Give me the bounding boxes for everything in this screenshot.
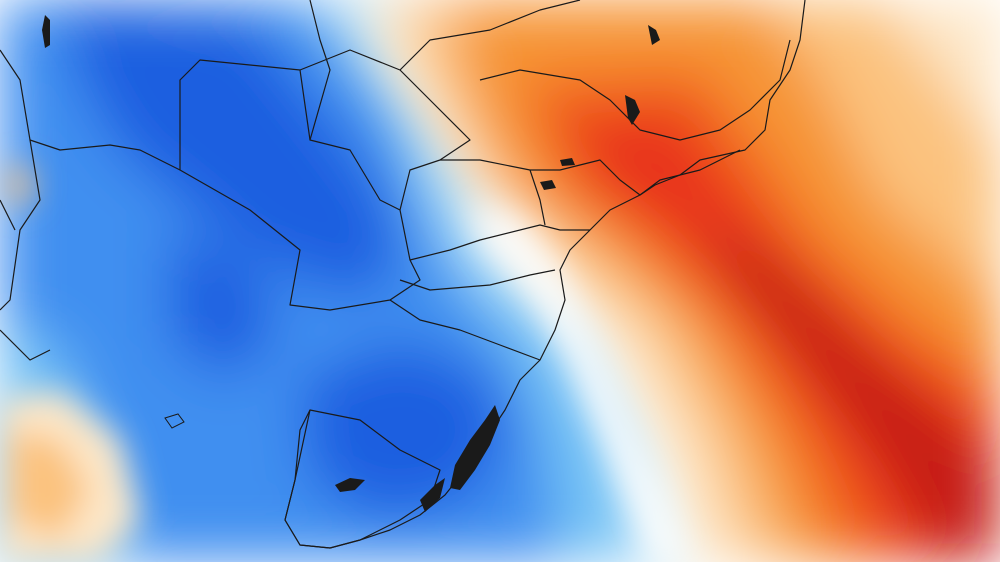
reservoir-minas-2 bbox=[648, 25, 660, 45]
warm-anomaly-field bbox=[360, 0, 1000, 562]
reservoir-bolivia bbox=[42, 15, 50, 48]
border-bolivia-argentina bbox=[0, 49, 181, 171]
border-parana bbox=[409, 224, 590, 261]
lake-mirim bbox=[420, 478, 445, 512]
border-argentina-provinces bbox=[0, 199, 51, 361]
border-argentina-west bbox=[0, 139, 41, 311]
border-minas-gerais bbox=[479, 39, 791, 141]
reservoir-parana bbox=[540, 180, 556, 190]
border-rio-minas bbox=[639, 149, 741, 196]
border-uruguay bbox=[284, 409, 441, 549]
water-bodies bbox=[42, 15, 660, 512]
reservoir-minas-1 bbox=[625, 95, 640, 125]
warm-patch-southwest bbox=[0, 165, 140, 562]
lake-patos bbox=[450, 405, 500, 490]
border-paraguay bbox=[179, 59, 421, 311]
border-sao-paulo-parana bbox=[529, 169, 546, 226]
river-plata-island bbox=[164, 413, 185, 429]
border-brazil-states-north bbox=[309, 0, 331, 141]
transition-band bbox=[470, 200, 690, 562]
reservoir-sao-paulo bbox=[560, 158, 575, 166]
political-boundaries bbox=[0, 0, 806, 549]
reservoir-uruguay bbox=[335, 478, 365, 492]
border-rio-grande-do-sul bbox=[389, 299, 541, 361]
border-santa-catarina bbox=[399, 269, 556, 291]
border-mato-grosso-sul bbox=[299, 49, 471, 211]
border-sao-paulo bbox=[440, 159, 641, 196]
cold-anomaly-field bbox=[0, 0, 690, 562]
border-goias bbox=[399, 0, 581, 71]
